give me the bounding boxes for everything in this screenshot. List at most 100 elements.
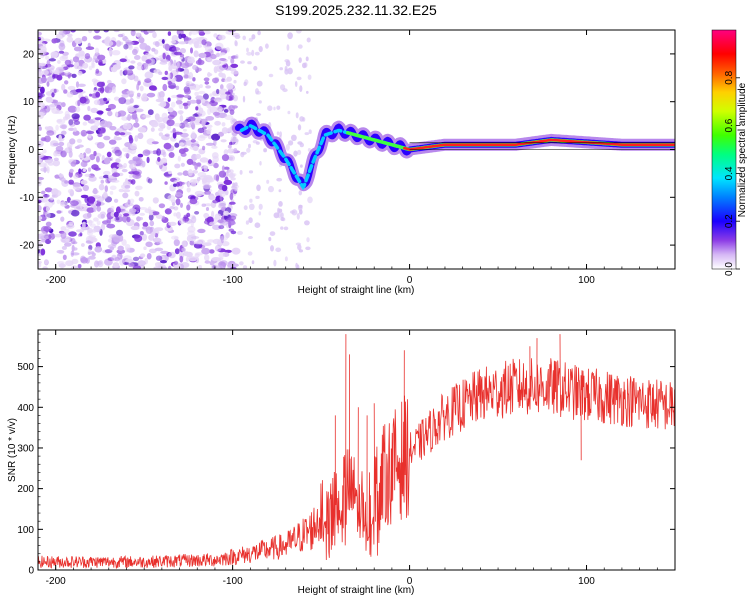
noise-blob [159, 61, 168, 65]
noise-blob [174, 248, 180, 255]
noise-blob [112, 172, 120, 177]
noise-blob [215, 174, 220, 182]
spectrogram-xlabel: Height of straight line (km) [298, 285, 415, 296]
noise-blob [145, 59, 152, 64]
colorbar-tick-label: 0.8 [724, 70, 735, 84]
noise-blob [150, 121, 159, 128]
noise-blob [73, 174, 79, 179]
snr-y-tick-label: 400 [17, 403, 34, 414]
noise-blob [216, 105, 223, 113]
noise-blob [248, 143, 251, 149]
noise-blob [53, 151, 58, 157]
noise-blob [61, 245, 67, 250]
noise-blob [222, 64, 227, 68]
noise-blob [113, 30, 120, 33]
noise-blob [67, 105, 77, 113]
noise-blob [135, 185, 143, 190]
noise-blob [144, 71, 154, 79]
noise-blob [131, 30, 136, 33]
noise-blob [75, 81, 80, 88]
noise-blob [64, 110, 70, 118]
noise-blob [151, 141, 159, 145]
noise-blob [157, 262, 162, 267]
noise-blob [173, 59, 177, 66]
noise-blob [204, 203, 213, 207]
noise-blob [174, 163, 181, 169]
snr-y-tick-label: 200 [17, 484, 34, 495]
noise-blob [83, 114, 91, 121]
noise-blob [248, 217, 253, 224]
noise-blob [189, 198, 198, 205]
noise-blob [192, 77, 196, 82]
noise-blob [160, 260, 167, 264]
noise-blob [41, 69, 49, 76]
noise-blob [167, 114, 175, 120]
noise-blob [268, 185, 274, 193]
noise-blob [44, 187, 53, 193]
noise-blob [173, 260, 179, 265]
noise-blob [38, 42, 47, 49]
noise-blob [191, 38, 200, 45]
noise-blob [107, 110, 113, 117]
noise-blob [201, 203, 207, 207]
noise-blob [230, 70, 239, 75]
noise-blob [185, 251, 193, 258]
noise-blob [299, 85, 303, 92]
noise-blob [89, 93, 93, 97]
noise-blob [203, 77, 210, 82]
noise-blob [167, 194, 176, 201]
noise-blob [180, 262, 190, 268]
snr-y-tick-label: 0 [28, 566, 34, 577]
noise-blob [206, 103, 212, 109]
noise-blob [202, 145, 206, 151]
noise-blob [259, 161, 262, 166]
noise-blob [115, 158, 121, 164]
noise-blob [93, 150, 97, 157]
noise-blob [214, 213, 222, 220]
noise-blob [218, 184, 225, 190]
figure-title: S199.2025.232.11.32.E25 [275, 2, 437, 18]
noise-blob [111, 179, 120, 183]
noise-blob [80, 161, 88, 168]
noise-blob [230, 57, 235, 64]
noise-blob [218, 253, 225, 258]
noise-blob [116, 164, 123, 168]
noise-blob [98, 183, 105, 191]
noise-blob [223, 179, 233, 185]
noise-blob [204, 190, 212, 195]
noise-blob [76, 65, 83, 70]
noise-blob [263, 148, 267, 153]
noise-blob [103, 174, 109, 179]
noise-blob [113, 235, 121, 243]
noise-blob [128, 174, 134, 179]
noise-blob [58, 173, 64, 178]
noise-blob [38, 31, 42, 36]
noise-blob [71, 73, 77, 78]
noise-blob [285, 60, 291, 67]
noise-blob [115, 40, 122, 47]
noise-blob [167, 97, 171, 102]
noise-blob [176, 61, 180, 69]
noise-blob [44, 259, 49, 265]
noise-blob [201, 120, 206, 127]
noise-blob [145, 226, 153, 234]
noise-blob [240, 60, 245, 64]
noise-blob [56, 199, 61, 205]
noise-blob [207, 159, 212, 164]
noise-blob [227, 148, 235, 154]
noise-blob [126, 216, 131, 223]
noise-blob [168, 152, 175, 158]
noise-blob [181, 137, 190, 141]
noise-blob [111, 167, 118, 174]
noise-blob [173, 264, 181, 269]
noise-blob [205, 116, 215, 121]
noise-blob [189, 240, 195, 246]
noise-blob [159, 91, 165, 98]
noise-blob [118, 188, 125, 193]
noise-blob [278, 189, 282, 193]
noise-blob [98, 59, 103, 66]
noise-blob [75, 106, 81, 113]
spectrogram-y-tick-label: 0 [28, 145, 34, 156]
noise-blob [46, 166, 50, 174]
noise-blob [225, 95, 230, 101]
